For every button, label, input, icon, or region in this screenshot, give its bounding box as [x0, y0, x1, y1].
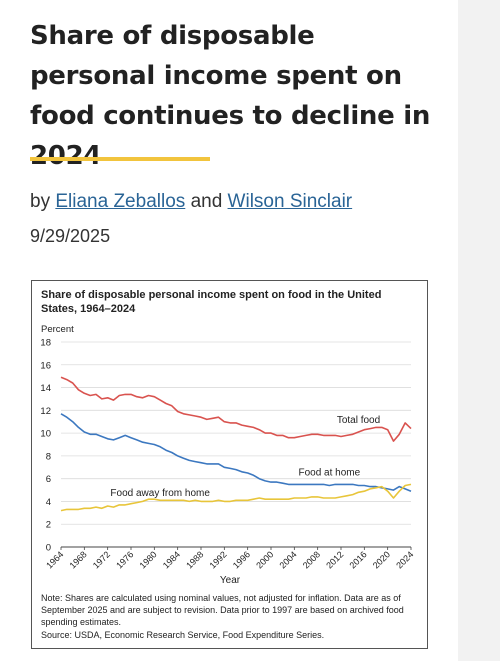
byline: by Eliana Zeballos and Wilson Sinclair — [30, 191, 352, 213]
y-tick-label: 12 — [40, 406, 51, 417]
x-tick-label: 1984 — [161, 549, 182, 570]
y-tick-label: 14 — [40, 383, 51, 394]
y-tick-label: 16 — [40, 360, 51, 371]
byline-prefix: by — [30, 191, 51, 212]
x-axis-label: Year — [220, 575, 241, 586]
y-tick-label: 18 — [40, 338, 51, 349]
y-tick-label: 4 — [46, 497, 51, 508]
x-tick-label: 1972 — [91, 549, 112, 570]
x-tick-label: 2012 — [324, 549, 345, 570]
x-tick-label: 2004 — [278, 549, 299, 570]
chart-note: Note: Shares are calculated using nomina… — [41, 593, 404, 627]
y-tick-label: 10 — [40, 429, 51, 440]
series-line-food-at-home — [60, 413, 412, 492]
y-tick-label: 2 — [46, 520, 51, 531]
byline-and: and — [190, 191, 223, 212]
chart-title: Share of disposable personal income spen… — [41, 289, 382, 315]
series-line-food-away-from-home — [60, 483, 412, 512]
x-tick-label: 1996 — [231, 549, 252, 570]
x-tick-label: 2016 — [348, 549, 369, 570]
article-headline: Share of disposable personal income spen… — [30, 21, 431, 171]
series-label-total-food: Total food — [337, 415, 380, 426]
y-tick-label: 6 — [46, 474, 51, 485]
x-tick-label: 1980 — [138, 549, 159, 570]
series-label-food-away-from-home: Food away from home — [110, 488, 210, 499]
accent-rule — [30, 157, 210, 161]
series-label-food-at-home: Food at home — [298, 467, 360, 478]
y-axis-label: Percent — [41, 324, 74, 335]
publication-date: 9/29/2025 — [30, 226, 111, 246]
x-tick-label: 2008 — [301, 549, 322, 570]
y-tick-label: 8 — [46, 451, 51, 462]
chart-figure: Share of disposable personal income spen… — [31, 280, 428, 649]
right-gutter — [458, 0, 500, 661]
x-tick-label: 2020 — [371, 549, 392, 570]
author-link-2[interactable]: Wilson Sinclair — [227, 191, 353, 212]
x-tick-label: 1976 — [114, 549, 135, 570]
series-line-total-food — [60, 376, 412, 442]
x-tick-label: 2000 — [254, 549, 275, 570]
x-tick-label: 1968 — [68, 549, 89, 570]
x-tick-label: 2024 — [394, 549, 415, 570]
x-tick-label: 1992 — [208, 549, 229, 570]
y-tick-label: 0 — [46, 543, 51, 554]
chart-source: Source: USDA, Economic Research Service,… — [41, 630, 325, 640]
x-tick-label: 1988 — [184, 549, 205, 570]
author-link-1[interactable]: Eliana Zeballos — [55, 191, 186, 212]
